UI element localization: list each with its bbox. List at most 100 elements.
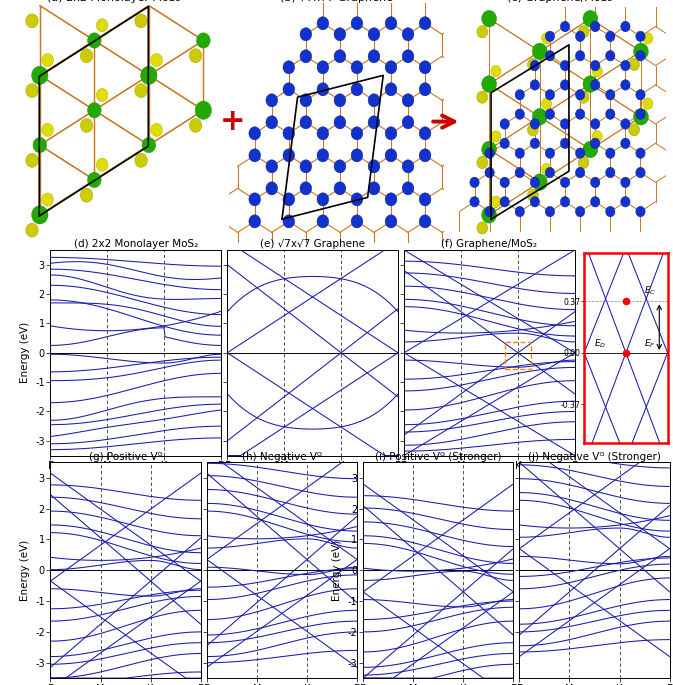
Circle shape	[575, 206, 585, 217]
Circle shape	[590, 138, 600, 149]
Circle shape	[283, 127, 295, 140]
Circle shape	[530, 60, 540, 71]
Circle shape	[575, 167, 585, 178]
Circle shape	[528, 189, 538, 201]
Circle shape	[583, 10, 598, 27]
Circle shape	[419, 149, 431, 162]
Circle shape	[636, 31, 645, 42]
Circle shape	[545, 31, 555, 42]
Circle shape	[368, 94, 380, 107]
Title: (a) 2x2 Monolayer MoS₂: (a) 2x2 Monolayer MoS₂	[47, 0, 180, 3]
Circle shape	[633, 43, 648, 60]
Circle shape	[87, 173, 101, 188]
Circle shape	[530, 197, 540, 207]
Circle shape	[249, 215, 260, 228]
Circle shape	[482, 141, 497, 158]
Circle shape	[545, 90, 555, 100]
Circle shape	[542, 98, 552, 110]
Circle shape	[606, 109, 615, 119]
Circle shape	[402, 27, 414, 41]
Circle shape	[621, 60, 630, 71]
Circle shape	[42, 193, 53, 206]
Circle shape	[621, 79, 630, 90]
Circle shape	[249, 193, 260, 206]
Circle shape	[583, 141, 598, 158]
Circle shape	[561, 197, 570, 207]
Circle shape	[590, 21, 600, 32]
Circle shape	[317, 16, 328, 29]
Circle shape	[621, 138, 630, 149]
Text: $E_F$: $E_F$	[644, 338, 656, 350]
Circle shape	[96, 18, 108, 32]
Circle shape	[317, 83, 328, 96]
Circle shape	[621, 197, 630, 207]
Circle shape	[283, 215, 295, 228]
Circle shape	[368, 27, 380, 41]
Circle shape	[561, 177, 570, 188]
Circle shape	[368, 50, 380, 63]
Circle shape	[334, 94, 346, 107]
Circle shape	[87, 103, 101, 118]
Title: (g) Positive Vᴳ: (g) Positive Vᴳ	[89, 451, 162, 462]
Circle shape	[334, 160, 346, 173]
Circle shape	[300, 160, 312, 173]
Circle shape	[606, 51, 615, 61]
Circle shape	[500, 177, 509, 188]
Circle shape	[419, 83, 431, 96]
Circle shape	[300, 182, 312, 195]
Circle shape	[402, 50, 414, 63]
Circle shape	[491, 131, 501, 142]
Title: (i) Positive Vᴳ (Stronger): (i) Positive Vᴳ (Stronger)	[375, 451, 501, 462]
Circle shape	[590, 79, 600, 90]
Circle shape	[317, 215, 328, 228]
Circle shape	[419, 215, 431, 228]
Circle shape	[515, 148, 524, 158]
Circle shape	[477, 156, 488, 169]
Circle shape	[368, 182, 380, 195]
Circle shape	[96, 88, 108, 101]
Circle shape	[532, 174, 547, 190]
Circle shape	[629, 58, 639, 71]
Title: (h) Negative Vᴳ: (h) Negative Vᴳ	[242, 451, 322, 462]
Circle shape	[606, 206, 615, 217]
Circle shape	[590, 177, 600, 188]
Circle shape	[32, 206, 48, 224]
Title: (d) 2x2 Monolayer MoS₂: (d) 2x2 Monolayer MoS₂	[74, 239, 198, 249]
Circle shape	[385, 193, 397, 206]
Circle shape	[530, 177, 540, 188]
Circle shape	[26, 84, 38, 97]
Circle shape	[317, 127, 328, 140]
Circle shape	[482, 207, 497, 223]
Title: (b) √7x√7 Graphene: (b) √7x√7 Graphene	[280, 0, 393, 3]
Circle shape	[515, 90, 524, 100]
Text: +: +	[219, 108, 245, 136]
Circle shape	[283, 83, 295, 96]
Circle shape	[530, 138, 540, 149]
Circle shape	[351, 61, 363, 74]
Circle shape	[300, 27, 312, 41]
Circle shape	[334, 182, 346, 195]
Circle shape	[419, 61, 431, 74]
Circle shape	[195, 101, 211, 119]
Circle shape	[96, 158, 108, 171]
Circle shape	[80, 188, 93, 202]
Circle shape	[266, 182, 278, 195]
Circle shape	[500, 138, 509, 149]
Circle shape	[606, 90, 615, 100]
Circle shape	[532, 43, 547, 60]
Circle shape	[621, 177, 630, 188]
Circle shape	[592, 65, 602, 77]
Circle shape	[351, 193, 363, 206]
Circle shape	[385, 61, 397, 74]
Circle shape	[283, 61, 295, 74]
Circle shape	[477, 91, 488, 103]
Circle shape	[197, 33, 210, 48]
Circle shape	[135, 84, 147, 97]
Title: (j) Negative Vᴳ (Stronger): (j) Negative Vᴳ (Stronger)	[528, 451, 661, 462]
Circle shape	[419, 16, 431, 29]
Circle shape	[515, 206, 524, 217]
Circle shape	[87, 33, 101, 48]
Circle shape	[402, 160, 414, 173]
Circle shape	[26, 223, 38, 237]
Circle shape	[606, 148, 615, 158]
